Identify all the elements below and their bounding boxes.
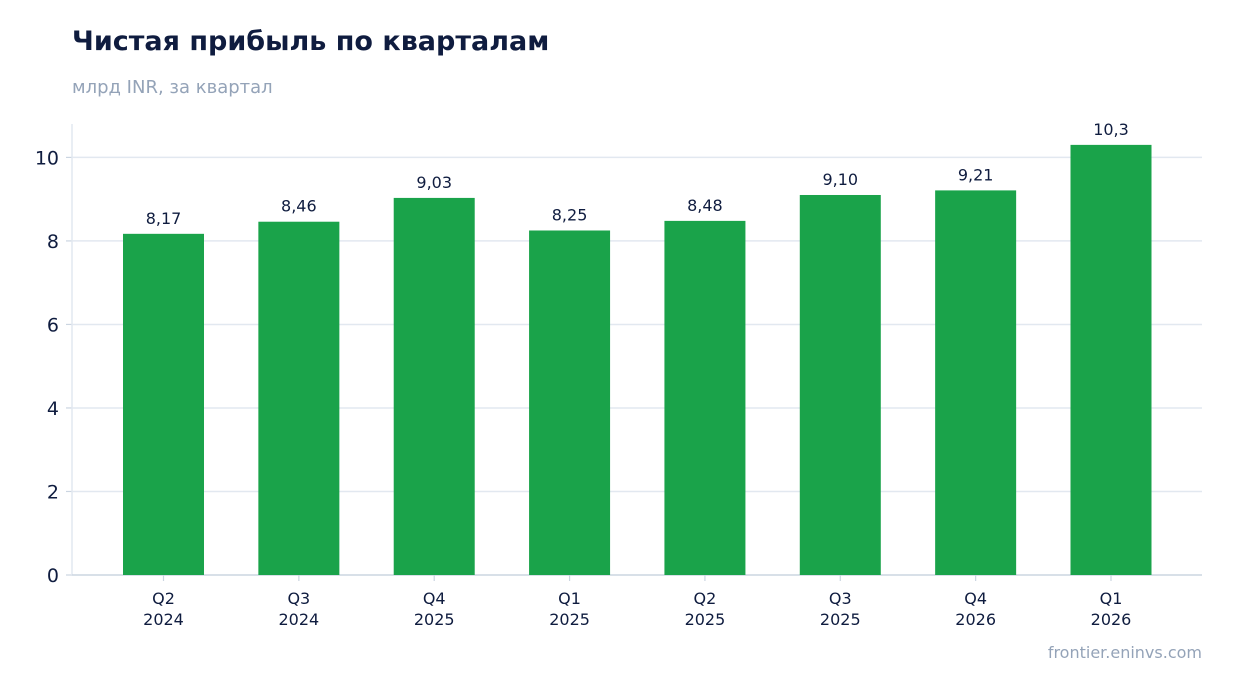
- y-tick-label: 10: [35, 147, 59, 169]
- x-tick-label-quarter: Q2: [152, 589, 175, 608]
- x-tick-label-year: 2026: [1091, 610, 1132, 629]
- x-tick-label-year: 2026: [955, 610, 996, 629]
- x-tick-label-quarter: Q3: [287, 589, 310, 608]
- data-label: 8,46: [281, 197, 317, 216]
- x-tick-label-quarter: Q2: [694, 589, 717, 608]
- grid-lines: [72, 156, 1202, 493]
- y-tick-label: 0: [47, 565, 59, 587]
- x-tick-label-year: 2024: [143, 610, 184, 629]
- data-label: 9,21: [958, 165, 994, 184]
- data-label: 10,3: [1093, 120, 1129, 139]
- y-tick-label: 6: [47, 314, 59, 336]
- data-labels: 8,17 8,46 9,03 8,25 8,48 9,10 9,21 10,3: [146, 120, 1129, 228]
- x-tick-label-year: 2024: [278, 610, 319, 629]
- x-axis: Q2 2024 Q3 2024 Q4 2025 Q1 2025 Q2 2025 Q3 2025 Q4 20…: [72, 574, 1202, 629]
- x-tick-label-year: 2025: [414, 610, 455, 629]
- data-label: 8,17: [146, 209, 182, 228]
- bar: [935, 190, 1017, 575]
- data-label: 9,10: [822, 170, 858, 189]
- bar: [529, 230, 611, 575]
- source-label: frontier.eninvs.com: [1047, 643, 1202, 662]
- x-tick-label-quarter: Q4: [423, 589, 446, 608]
- bar: [664, 220, 746, 576]
- x-tick-label-quarter: Q1: [558, 589, 581, 608]
- y-tick-label: 4: [47, 398, 59, 420]
- data-label: 8,25: [552, 205, 588, 224]
- y-axis: 0 2 4 6 8 10: [35, 124, 73, 587]
- x-tick-label-quarter: Q4: [964, 589, 987, 608]
- x-tick-label-year: 2025: [685, 610, 726, 629]
- data-label: 8,48: [687, 196, 723, 215]
- chart-title: Чистая прибыль по кварталам: [72, 26, 550, 57]
- bar: [799, 194, 881, 576]
- bars: [123, 144, 1152, 576]
- bar: [123, 233, 204, 576]
- bar: [393, 197, 475, 576]
- y-tick-label: 2: [47, 481, 59, 503]
- data-label: 9,03: [416, 173, 452, 192]
- x-tick-label-year: 2025: [549, 610, 590, 629]
- x-tick-label-quarter: Q1: [1100, 589, 1123, 608]
- bar: [1070, 144, 1152, 575]
- bar: [258, 221, 340, 575]
- x-tick-label-year: 2025: [820, 610, 861, 629]
- x-tick-label-quarter: Q3: [829, 589, 852, 608]
- y-tick-label: 8: [47, 231, 59, 253]
- chart-subtitle: млрд INR, за квартал: [72, 77, 273, 98]
